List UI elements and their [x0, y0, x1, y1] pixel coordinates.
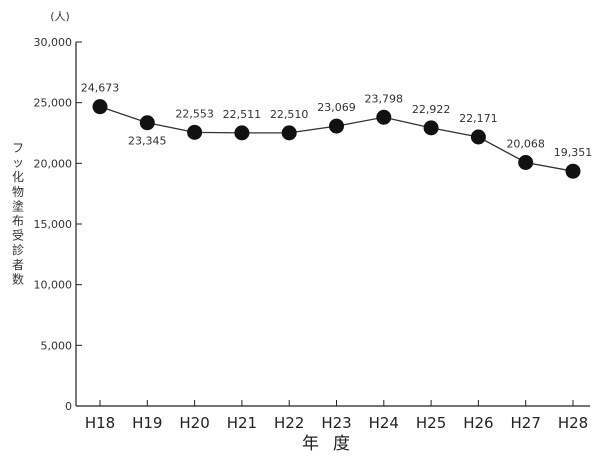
axes: 0 5,000 10,000 15,000 20,000 25,000 30,000 H18 H…: [34, 36, 590, 432]
data-point: [565, 163, 581, 179]
data-point: [329, 118, 344, 134]
data-label: 22,553: [175, 107, 214, 120]
data-label: 20,068: [506, 138, 545, 151]
x-tick-label: H23: [321, 414, 351, 432]
data-label: 22,171: [459, 112, 498, 125]
x-tick-label: H24: [369, 414, 399, 432]
series-line: [99, 105, 574, 172]
y-tick-label: 30,000: [34, 36, 73, 49]
y-tick-label: 10,000: [34, 279, 73, 292]
x-tick-label: H19: [132, 414, 162, 432]
y-tick-label: 20,000: [34, 157, 73, 170]
x-tick-label: H28: [558, 414, 588, 432]
x-tick-label: H21: [227, 414, 257, 432]
y-tick-label: 5,000: [41, 339, 73, 352]
data-label: 23,798: [365, 92, 404, 105]
plot-area: 24,673 23,345 22,553 22,511 22,510 23,069 23,7…: [81, 82, 593, 179]
data-point: [376, 109, 392, 125]
data-point: [470, 129, 486, 145]
x-tick-label: H25: [416, 414, 446, 432]
x-tick-label: H26: [463, 414, 493, 432]
y-tick-label: 25,000: [34, 97, 73, 110]
x-axis-label: 年度: [302, 434, 364, 454]
data-label: 19,351: [554, 146, 593, 159]
x-tick-label: H22: [274, 414, 304, 432]
x-tick-label: H18: [85, 414, 115, 432]
x-tick-label: H27: [511, 414, 541, 432]
data-label: 23,069: [317, 101, 356, 114]
y-unit-label: (人): [50, 10, 70, 23]
y-tick-label: 0: [65, 400, 72, 413]
data-point: [92, 99, 108, 115]
data-point: [187, 124, 203, 140]
data-label: 23,345: [128, 135, 167, 148]
data-label: 24,673: [81, 82, 120, 95]
data-label: 22,511: [223, 108, 262, 121]
x-tick-label: H20: [179, 414, 209, 432]
data-label: 22,510: [270, 108, 309, 121]
data-point: [139, 115, 155, 131]
data-point: [423, 120, 439, 136]
data-label: 22,922: [412, 103, 451, 116]
y-axis-label: フッ化物塗布受診者数: [12, 141, 24, 286]
data-point: [518, 155, 534, 171]
y-tick-label: 15,000: [34, 218, 73, 231]
data-point: [281, 125, 297, 141]
data-point: [234, 125, 250, 141]
